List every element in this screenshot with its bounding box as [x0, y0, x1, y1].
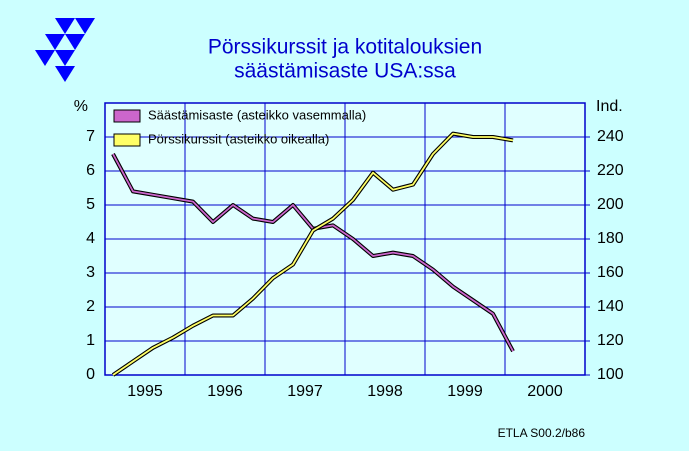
- y2-tick-label: 140: [597, 298, 624, 315]
- chart-title: Pörssikurssit ja kotitalouksien: [208, 36, 482, 59]
- y-tick-label: 5: [86, 196, 95, 213]
- y-axis-label: %: [74, 98, 88, 115]
- y-tick-label: 2: [86, 298, 95, 315]
- y2-tick-label: 180: [597, 230, 624, 247]
- legend-swatch: [113, 133, 141, 147]
- legend-label: Säästämisaste (asteikko vasemmalla): [148, 107, 366, 122]
- chart-layer: 0 1 2 3 4 5 6 7 100 120 140 160 180 200 220 240 1995 1996…: [86, 103, 624, 400]
- y-tick-label: 1: [86, 332, 95, 349]
- y-tick-label: 6: [86, 162, 95, 179]
- logo: [35, 18, 95, 82]
- x-tick-label: 1997: [287, 383, 323, 400]
- y-tick-label: 7: [86, 128, 95, 145]
- x-tick-label: 2000: [527, 383, 563, 400]
- y-tick-label: 4: [86, 230, 95, 247]
- x-tick-label: 1998: [367, 383, 403, 400]
- y2-tick-label: 100: [597, 366, 624, 383]
- footnote: ETLA S00.2/b86: [498, 426, 586, 440]
- y2-tick-label: 240: [597, 128, 624, 145]
- x-tick-label: 1996: [207, 383, 243, 400]
- legend-swatch: [113, 109, 141, 123]
- y-tick-label: 0: [86, 366, 95, 383]
- x-tick-label: 1999: [447, 383, 483, 400]
- legend-label: Pörssikurssit (asteikko oikealla): [148, 131, 329, 146]
- y2-tick-label: 160: [597, 264, 624, 281]
- y-tick-label: 3: [86, 264, 95, 281]
- y2-tick-label: 200: [597, 196, 624, 213]
- x-tick-label: 1995: [127, 383, 163, 400]
- y2-tick-label: 220: [597, 162, 624, 179]
- chart-title: säästämisaste USA:ssa: [234, 60, 456, 83]
- y2-axis-label: Ind.: [596, 98, 623, 115]
- series-line: [112, 132, 514, 376]
- y2-tick-label: 120: [597, 332, 624, 349]
